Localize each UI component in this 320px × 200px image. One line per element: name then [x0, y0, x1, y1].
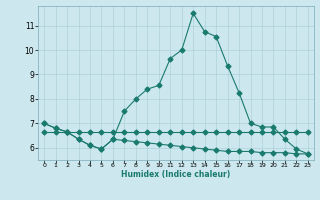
X-axis label: Humidex (Indice chaleur): Humidex (Indice chaleur) — [121, 170, 231, 179]
